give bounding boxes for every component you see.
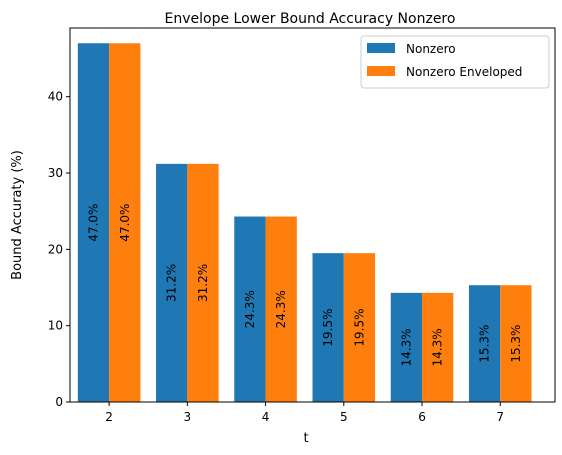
bar-value-label-nonzero-enveloped-t2: 47.0% — [118, 204, 132, 242]
bar-nonzero-enveloped-t3 — [187, 163, 219, 402]
legend-swatch-nonzero-enveloped — [367, 66, 395, 76]
bar-value-label-nonzero-enveloped-t6: 14.3% — [431, 328, 445, 366]
y-tick-label: 20 — [48, 242, 63, 256]
bars-layer — [77, 43, 532, 402]
legend-swatch-nonzero — [367, 43, 395, 53]
bar-nonzero-t2 — [77, 43, 110, 402]
y-tick-label: 40 — [48, 90, 63, 104]
bar-value-label-nonzero-t2: 47.0% — [86, 204, 100, 242]
x-tick-label: 4 — [262, 410, 270, 424]
bar-nonzero-t5 — [312, 253, 344, 402]
bar-nonzero-t4 — [234, 216, 266, 402]
bar-value-label-nonzero-t6: 14.3% — [399, 328, 413, 366]
y-tick-label: 30 — [48, 166, 63, 180]
plot-area-frame — [69, 27, 556, 403]
bar-nonzero-enveloped-t5 — [343, 253, 376, 402]
y-tick-label: 10 — [48, 319, 63, 333]
bar-nonzero-t3 — [156, 163, 188, 402]
bar-nonzero-t7 — [468, 285, 501, 402]
bar-value-label-nonzero-t4: 24.3% — [243, 290, 257, 328]
y-axis-label: Bound Accuraty (%) — [10, 150, 25, 280]
y-tick-label: 0 — [55, 395, 63, 409]
bar-value-label-nonzero-enveloped-t4: 24.3% — [274, 290, 288, 328]
x-tick-label: 2 — [105, 410, 113, 424]
bar-value-label-nonzero-enveloped-t5: 19.5% — [352, 309, 366, 347]
x-tick-label: 7 — [496, 410, 504, 424]
x-axis-label: t — [303, 431, 308, 446]
legend-label-nonzero-enveloped: Nonzero Enveloped — [406, 65, 522, 79]
bar-nonzero-t6 — [390, 292, 423, 402]
bar-nonzero-enveloped-t4 — [265, 216, 297, 402]
y-axis: 0 10 20 30 40 — [48, 90, 70, 409]
legend-label-nonzero: Nonzero — [406, 42, 456, 56]
bar-nonzero-enveloped-t6 — [422, 292, 454, 402]
x-axis: 2 3 4 5 6 7 — [105, 402, 504, 424]
x-tick-label: 6 — [418, 410, 426, 424]
chart-title: Envelope Lower Bound Accuracy Nonzero — [165, 11, 456, 27]
bar-value-label-nonzero-t7: 15.3% — [478, 325, 492, 363]
bar-value-label-nonzero-t3: 31.2% — [165, 264, 179, 302]
bar-value-label-nonzero-enveloped-t3: 31.2% — [196, 264, 210, 302]
bar-value-label-nonzero-t5: 19.5% — [321, 309, 335, 347]
legend-frame — [360, 35, 550, 89]
bar-nonzero-enveloped-t2 — [109, 43, 141, 402]
bar-labels-layer: 47.0% 47.0% 31.2% 31.2% 24.3% 24.3% 19.5% 19.5%… — [86, 204, 522, 367]
x-tick-label: 3 — [184, 410, 192, 424]
x-tick-label: 5 — [340, 410, 348, 424]
bar-value-label-nonzero-enveloped-t7: 15.3% — [509, 325, 523, 363]
bar-nonzero-enveloped-t7 — [500, 285, 532, 402]
legend: Nonzero Nonzero Enveloped — [360, 35, 550, 89]
